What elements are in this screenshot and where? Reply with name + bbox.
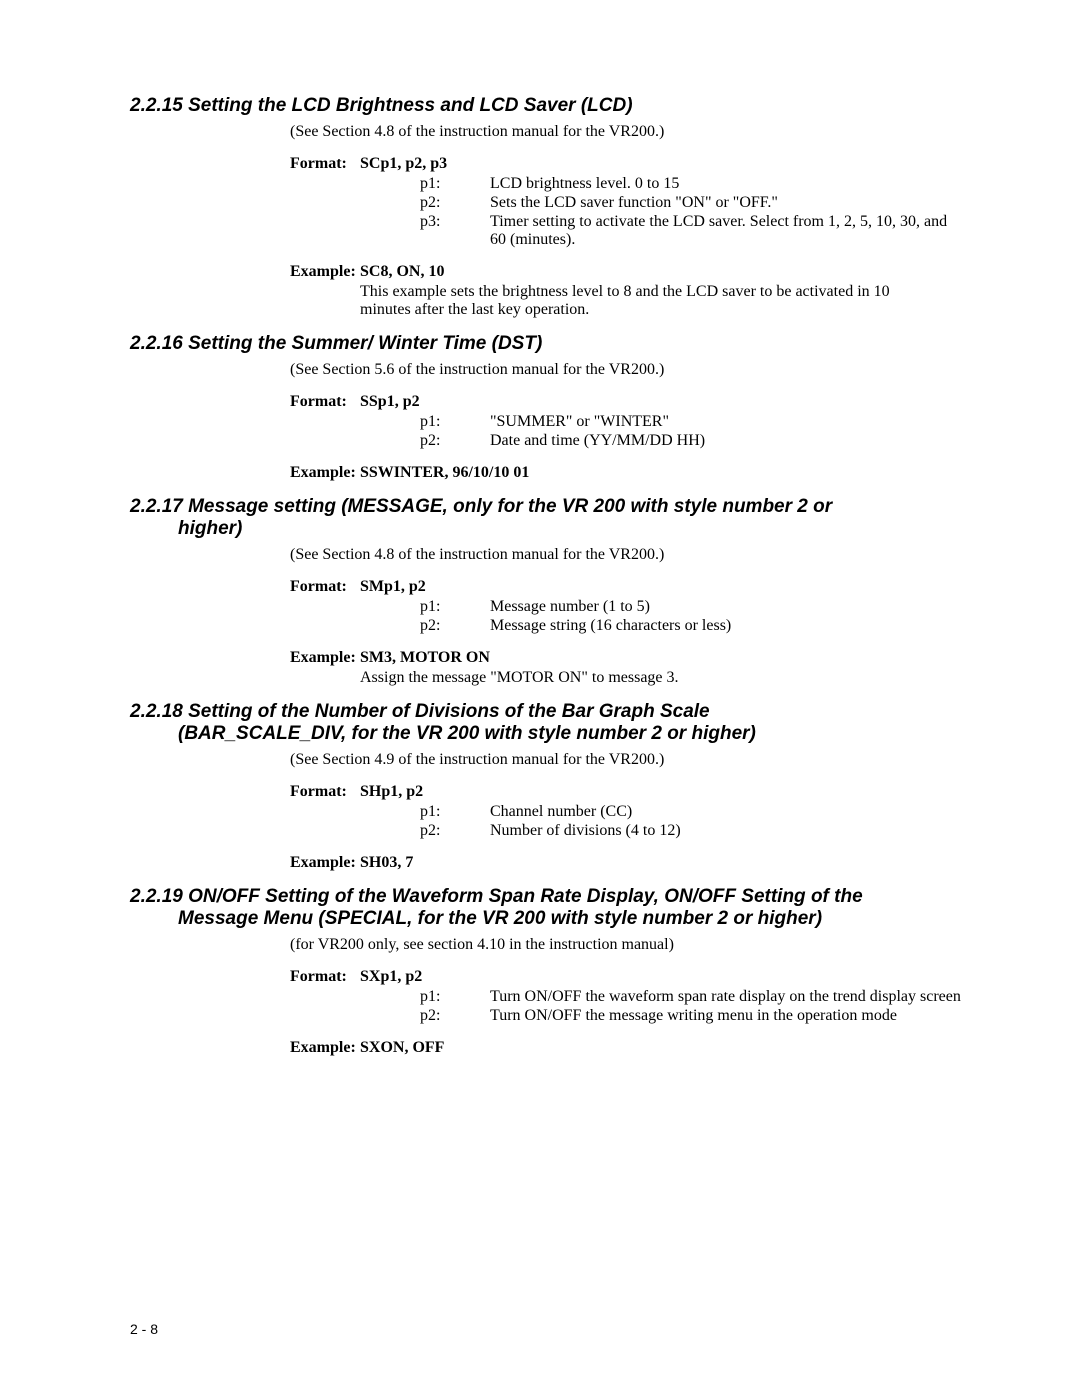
param-desc: Turn ON/OFF the waveform span rate displ…: [490, 988, 961, 1006]
param-row: p2: Message string (16 characters or les…: [420, 617, 965, 635]
example-body-17: Assign the message "MOTOR ON" to message…: [130, 669, 920, 687]
param-label: p1:: [420, 598, 490, 616]
heading-indent: higher): [130, 518, 242, 540]
see-section-19: (for VR200 only, see section 4.10 in the…: [130, 936, 965, 954]
param-label: p1:: [420, 175, 490, 193]
example-row-17: Example: SM3, MOTOR ON: [130, 649, 965, 667]
heading-2-2-19-line2: Message Menu (SPECIAL, for the VR 200 wi…: [130, 908, 965, 930]
format-value: SHp1, p2: [360, 783, 423, 801]
heading-2-2-19-line1: 2.2.19 ON/OFF Setting of the Waveform Sp…: [130, 886, 965, 908]
param-row: p1: Message number (1 to 5): [420, 598, 965, 616]
param-desc: Channel number (CC): [490, 803, 632, 821]
format-label: Format:: [130, 968, 360, 986]
example-value: SM3, MOTOR ON: [360, 649, 490, 667]
format-label: Format:: [130, 393, 360, 411]
param-label: p2:: [420, 617, 490, 635]
param-label: p2:: [420, 822, 490, 840]
param-desc: LCD brightness level. 0 to 15: [490, 175, 679, 193]
format-value: SMp1, p2: [360, 578, 426, 596]
example-value: SC8, ON, 10: [360, 263, 444, 281]
param-desc: Message number (1 to 5): [490, 598, 650, 616]
heading-2-2-18-line1: 2.2.18 Setting of the Number of Division…: [130, 701, 965, 723]
param-label: p3:: [420, 213, 490, 249]
example-label: Example:: [130, 649, 360, 667]
param-row: p3: Timer setting to activate the LCD sa…: [420, 213, 965, 249]
format-row-19: Format: SXp1, p2: [130, 968, 965, 986]
param-desc: Date and time (YY/MM/DD HH): [490, 432, 705, 450]
param-desc: Sets the LCD saver function "ON" or "OFF…: [490, 194, 778, 212]
param-label: p2:: [420, 1007, 490, 1025]
param-row: p2: Number of divisions (4 to 12): [420, 822, 965, 840]
param-desc: Message string (16 characters or less): [490, 617, 731, 635]
heading-indent: Message Menu (SPECIAL, for the VR 200 wi…: [130, 908, 822, 930]
param-row: p2: Turn ON/OFF the message writing menu…: [420, 1007, 965, 1025]
page: 2.2.15 Setting the LCD Brightness and LC…: [0, 0, 1080, 1397]
example-label: Example:: [130, 464, 360, 482]
example-value: SH03, 7: [360, 854, 413, 872]
example-value: SXON, OFF: [360, 1039, 444, 1057]
heading-2-2-15: 2.2.15 Setting the LCD Brightness and LC…: [130, 95, 965, 117]
param-row: p2: Date and time (YY/MM/DD HH): [420, 432, 965, 450]
format-row-18: Format: SHp1, p2: [130, 783, 965, 801]
example-body-15: This example sets the brightness level t…: [130, 283, 920, 319]
format-row-17: Format: SMp1, p2: [130, 578, 965, 596]
params-17: p1: Message number (1 to 5) p2: Message …: [130, 598, 965, 635]
param-row: p2: Sets the LCD saver function "ON" or …: [420, 194, 965, 212]
heading-indent: (BAR_SCALE_DIV, for the VR 200 with styl…: [130, 723, 756, 745]
param-row: p1: "SUMMER" or "WINTER": [420, 413, 965, 431]
format-value: SSp1, p2: [360, 393, 420, 411]
see-section-17: (See Section 4.8 of the instruction manu…: [130, 546, 965, 564]
params-15: p1: LCD brightness level. 0 to 15 p2: Se…: [130, 175, 965, 249]
param-label: p1:: [420, 413, 490, 431]
params-19: p1: Turn ON/OFF the waveform span rate d…: [130, 988, 965, 1025]
param-label: p2:: [420, 432, 490, 450]
param-label: p1:: [420, 988, 490, 1006]
page-number: 2 - 8: [130, 1321, 158, 1337]
param-label: p2:: [420, 194, 490, 212]
param-row: p1: LCD brightness level. 0 to 15: [420, 175, 965, 193]
see-section-15: (See Section 4.8 of the instruction manu…: [130, 123, 965, 141]
format-row-16: Format: SSp1, p2: [130, 393, 965, 411]
example-row-15: Example: SC8, ON, 10: [130, 263, 965, 281]
heading-2-2-17-line2: higher): [130, 518, 965, 540]
param-row: p1: Channel number (CC): [420, 803, 965, 821]
param-desc: Timer setting to activate the LCD saver.…: [490, 213, 965, 249]
format-label: Format:: [130, 155, 360, 173]
format-row-15: Format: SCp1, p2, p3: [130, 155, 965, 173]
example-label: Example:: [130, 263, 360, 281]
example-row-16: Example: SSWINTER, 96/10/10 01: [130, 464, 965, 482]
example-label: Example:: [130, 854, 360, 872]
format-value: SCp1, p2, p3: [360, 155, 447, 173]
see-section-18: (See Section 4.9 of the instruction manu…: [130, 751, 965, 769]
param-desc: Turn ON/OFF the message writing menu in …: [490, 1007, 897, 1025]
heading-2-2-16: 2.2.16 Setting the Summer/ Winter Time (…: [130, 333, 965, 355]
heading-2-2-18-line2: (BAR_SCALE_DIV, for the VR 200 with styl…: [130, 723, 965, 745]
format-value: SXp1, p2: [360, 968, 422, 986]
heading-2-2-17-line1: 2.2.17 Message setting (MESSAGE, only fo…: [130, 496, 965, 518]
param-desc: "SUMMER" or "WINTER": [490, 413, 669, 431]
example-value: SSWINTER, 96/10/10 01: [360, 464, 529, 482]
example-row-19: Example: SXON, OFF: [130, 1039, 965, 1057]
param-desc: Number of divisions (4 to 12): [490, 822, 681, 840]
example-row-18: Example: SH03, 7: [130, 854, 965, 872]
format-label: Format:: [130, 578, 360, 596]
param-label: p1:: [420, 803, 490, 821]
format-label: Format:: [130, 783, 360, 801]
see-section-16: (See Section 5.6 of the instruction manu…: [130, 361, 965, 379]
param-row: p1: Turn ON/OFF the waveform span rate d…: [420, 988, 965, 1006]
params-18: p1: Channel number (CC) p2: Number of di…: [130, 803, 965, 840]
params-16: p1: "SUMMER" or "WINTER" p2: Date and ti…: [130, 413, 965, 450]
example-label: Example:: [130, 1039, 360, 1057]
